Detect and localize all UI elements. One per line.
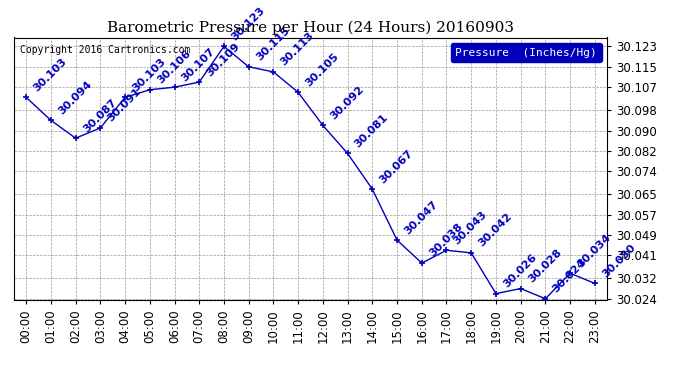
Text: 30.123: 30.123	[230, 5, 267, 42]
Text: 30.106: 30.106	[155, 48, 193, 86]
Text: 30.105: 30.105	[304, 51, 341, 88]
Text: 30.094: 30.094	[57, 79, 94, 116]
Text: Copyright 2016 Cartronics.com: Copyright 2016 Cartronics.com	[20, 45, 190, 56]
Text: 30.103: 30.103	[130, 56, 168, 93]
Text: 30.091: 30.091	[106, 87, 144, 124]
Text: 30.026: 30.026	[502, 252, 539, 290]
Text: 30.034: 30.034	[575, 232, 613, 269]
Text: 30.087: 30.087	[81, 97, 119, 134]
Text: 30.024: 30.024	[551, 257, 589, 294]
Text: 30.081: 30.081	[353, 112, 391, 149]
Text: 30.047: 30.047	[402, 199, 440, 236]
Text: 30.030: 30.030	[600, 242, 638, 279]
Text: 30.107: 30.107	[180, 46, 217, 83]
Legend: Pressure  (Inches/Hg): Pressure (Inches/Hg)	[451, 43, 602, 62]
Text: 30.113: 30.113	[279, 30, 316, 68]
Text: 30.038: 30.038	[427, 222, 464, 259]
Text: 30.067: 30.067	[378, 148, 415, 185]
Title: Barometric Pressure per Hour (24 Hours) 20160903: Barometric Pressure per Hour (24 Hours) …	[107, 21, 514, 35]
Text: 30.109: 30.109	[205, 40, 242, 78]
Text: 30.042: 30.042	[477, 211, 514, 249]
Text: 30.092: 30.092	[328, 84, 366, 121]
Text: 30.028: 30.028	[526, 247, 564, 284]
Text: 30.103: 30.103	[32, 56, 69, 93]
Text: 30.043: 30.043	[452, 209, 489, 246]
Text: 30.115: 30.115	[254, 26, 291, 63]
